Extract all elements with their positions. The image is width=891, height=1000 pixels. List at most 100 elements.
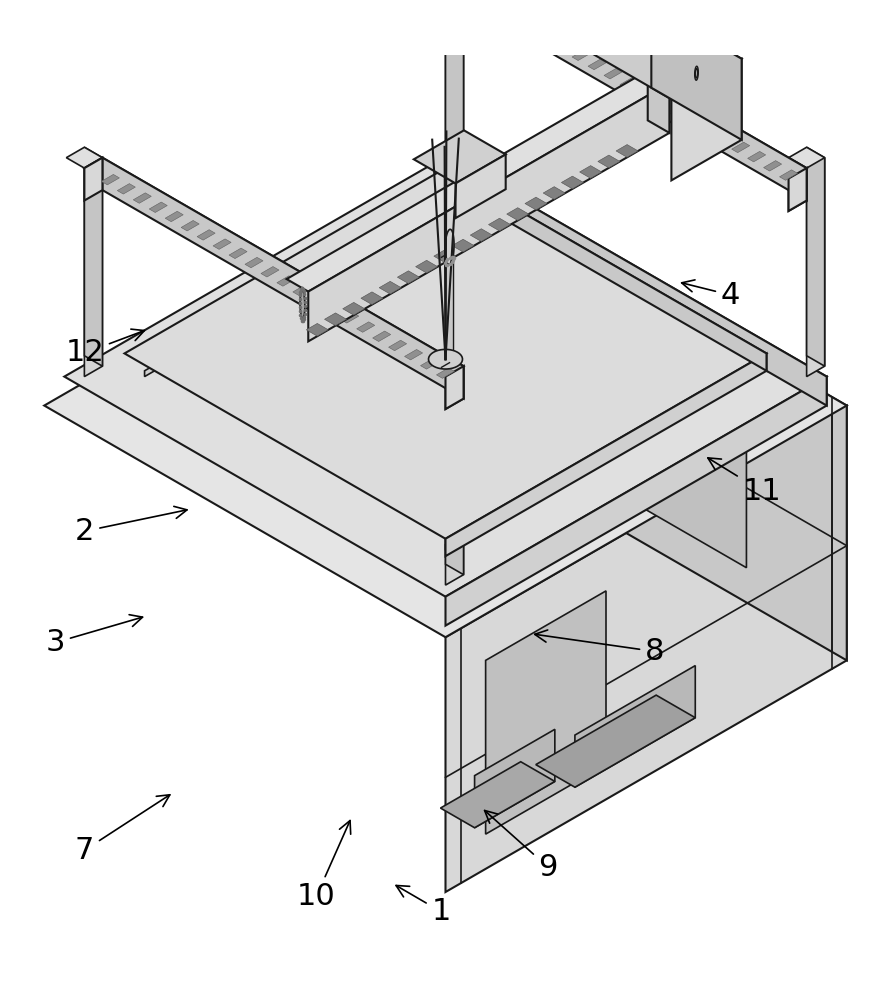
Polygon shape [144, 364, 157, 377]
Polygon shape [651, 7, 741, 140]
Polygon shape [287, 71, 669, 292]
Polygon shape [695, 66, 699, 80]
Polygon shape [683, 115, 702, 125]
Text: 12: 12 [65, 329, 144, 367]
Polygon shape [380, 281, 401, 294]
Polygon shape [446, 168, 766, 371]
Polygon shape [764, 161, 781, 171]
Polygon shape [636, 87, 654, 97]
Polygon shape [580, 166, 601, 178]
Polygon shape [561, 176, 584, 189]
Polygon shape [446, 0, 463, 158]
Polygon shape [446, 157, 827, 406]
Text: 10: 10 [297, 821, 351, 911]
Text: 4: 4 [682, 280, 740, 310]
Polygon shape [66, 147, 102, 168]
Polygon shape [405, 349, 422, 360]
Polygon shape [598, 155, 620, 168]
Polygon shape [85, 158, 102, 201]
Polygon shape [446, 366, 463, 585]
Polygon shape [525, 197, 547, 210]
Polygon shape [620, 78, 638, 88]
Polygon shape [415, 260, 437, 273]
Polygon shape [437, 368, 454, 378]
Polygon shape [118, 184, 135, 194]
Polygon shape [85, 147, 102, 366]
Polygon shape [134, 193, 151, 203]
Polygon shape [446, 531, 458, 543]
Polygon shape [340, 313, 359, 323]
Polygon shape [446, 245, 454, 365]
Text: 8: 8 [535, 630, 665, 666]
Polygon shape [477, 0, 495, 5]
Polygon shape [524, 22, 543, 33]
Polygon shape [747, 357, 758, 370]
Polygon shape [806, 147, 825, 366]
Polygon shape [695, 69, 698, 78]
Polygon shape [446, 406, 846, 892]
Polygon shape [213, 239, 231, 249]
Polygon shape [748, 151, 765, 162]
Polygon shape [715, 133, 734, 143]
Polygon shape [165, 211, 184, 222]
Polygon shape [575, 666, 695, 787]
Polygon shape [361, 292, 383, 305]
Polygon shape [343, 302, 364, 315]
Polygon shape [428, 0, 806, 179]
Polygon shape [508, 13, 527, 24]
Polygon shape [421, 359, 438, 369]
Polygon shape [446, 0, 463, 168]
Polygon shape [452, 239, 474, 252]
Polygon shape [300, 291, 305, 318]
Polygon shape [604, 68, 622, 79]
Polygon shape [556, 41, 574, 51]
Polygon shape [544, 187, 565, 199]
Polygon shape [308, 83, 669, 341]
Polygon shape [307, 323, 329, 336]
Polygon shape [652, 96, 670, 107]
Polygon shape [428, 356, 463, 377]
Polygon shape [566, 290, 747, 568]
Polygon shape [672, 59, 741, 180]
Text: 7: 7 [75, 795, 170, 865]
Polygon shape [446, 356, 463, 575]
Polygon shape [780, 170, 797, 180]
Polygon shape [572, 50, 590, 60]
Polygon shape [446, 0, 806, 201]
Polygon shape [229, 248, 247, 259]
Polygon shape [102, 158, 463, 399]
Polygon shape [397, 271, 420, 284]
Polygon shape [486, 591, 606, 834]
Polygon shape [648, 71, 669, 133]
Polygon shape [149, 202, 168, 212]
Polygon shape [588, 59, 606, 70]
Polygon shape [732, 142, 749, 153]
Polygon shape [470, 229, 493, 241]
Polygon shape [789, 147, 825, 168]
Polygon shape [445, 229, 454, 264]
Polygon shape [181, 220, 200, 231]
Polygon shape [261, 267, 279, 277]
Polygon shape [535, 695, 695, 787]
Polygon shape [309, 294, 327, 305]
Polygon shape [540, 32, 559, 42]
Polygon shape [581, 7, 741, 99]
Polygon shape [446, 377, 827, 626]
Text: 2: 2 [75, 506, 187, 546]
Polygon shape [102, 174, 119, 185]
Polygon shape [507, 208, 528, 220]
Polygon shape [446, 190, 458, 203]
Polygon shape [789, 168, 806, 211]
Text: 11: 11 [707, 458, 781, 506]
Polygon shape [806, 158, 825, 377]
Polygon shape [446, 538, 458, 550]
Polygon shape [293, 285, 311, 295]
Polygon shape [277, 276, 295, 286]
Polygon shape [616, 145, 638, 157]
Polygon shape [446, 183, 458, 196]
Polygon shape [245, 257, 263, 268]
Polygon shape [85, 158, 463, 377]
Text: 9: 9 [485, 810, 558, 882]
Polygon shape [324, 313, 347, 326]
Polygon shape [747, 364, 758, 377]
